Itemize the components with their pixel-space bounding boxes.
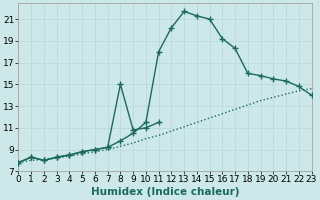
X-axis label: Humidex (Indice chaleur): Humidex (Indice chaleur) <box>91 187 239 197</box>
